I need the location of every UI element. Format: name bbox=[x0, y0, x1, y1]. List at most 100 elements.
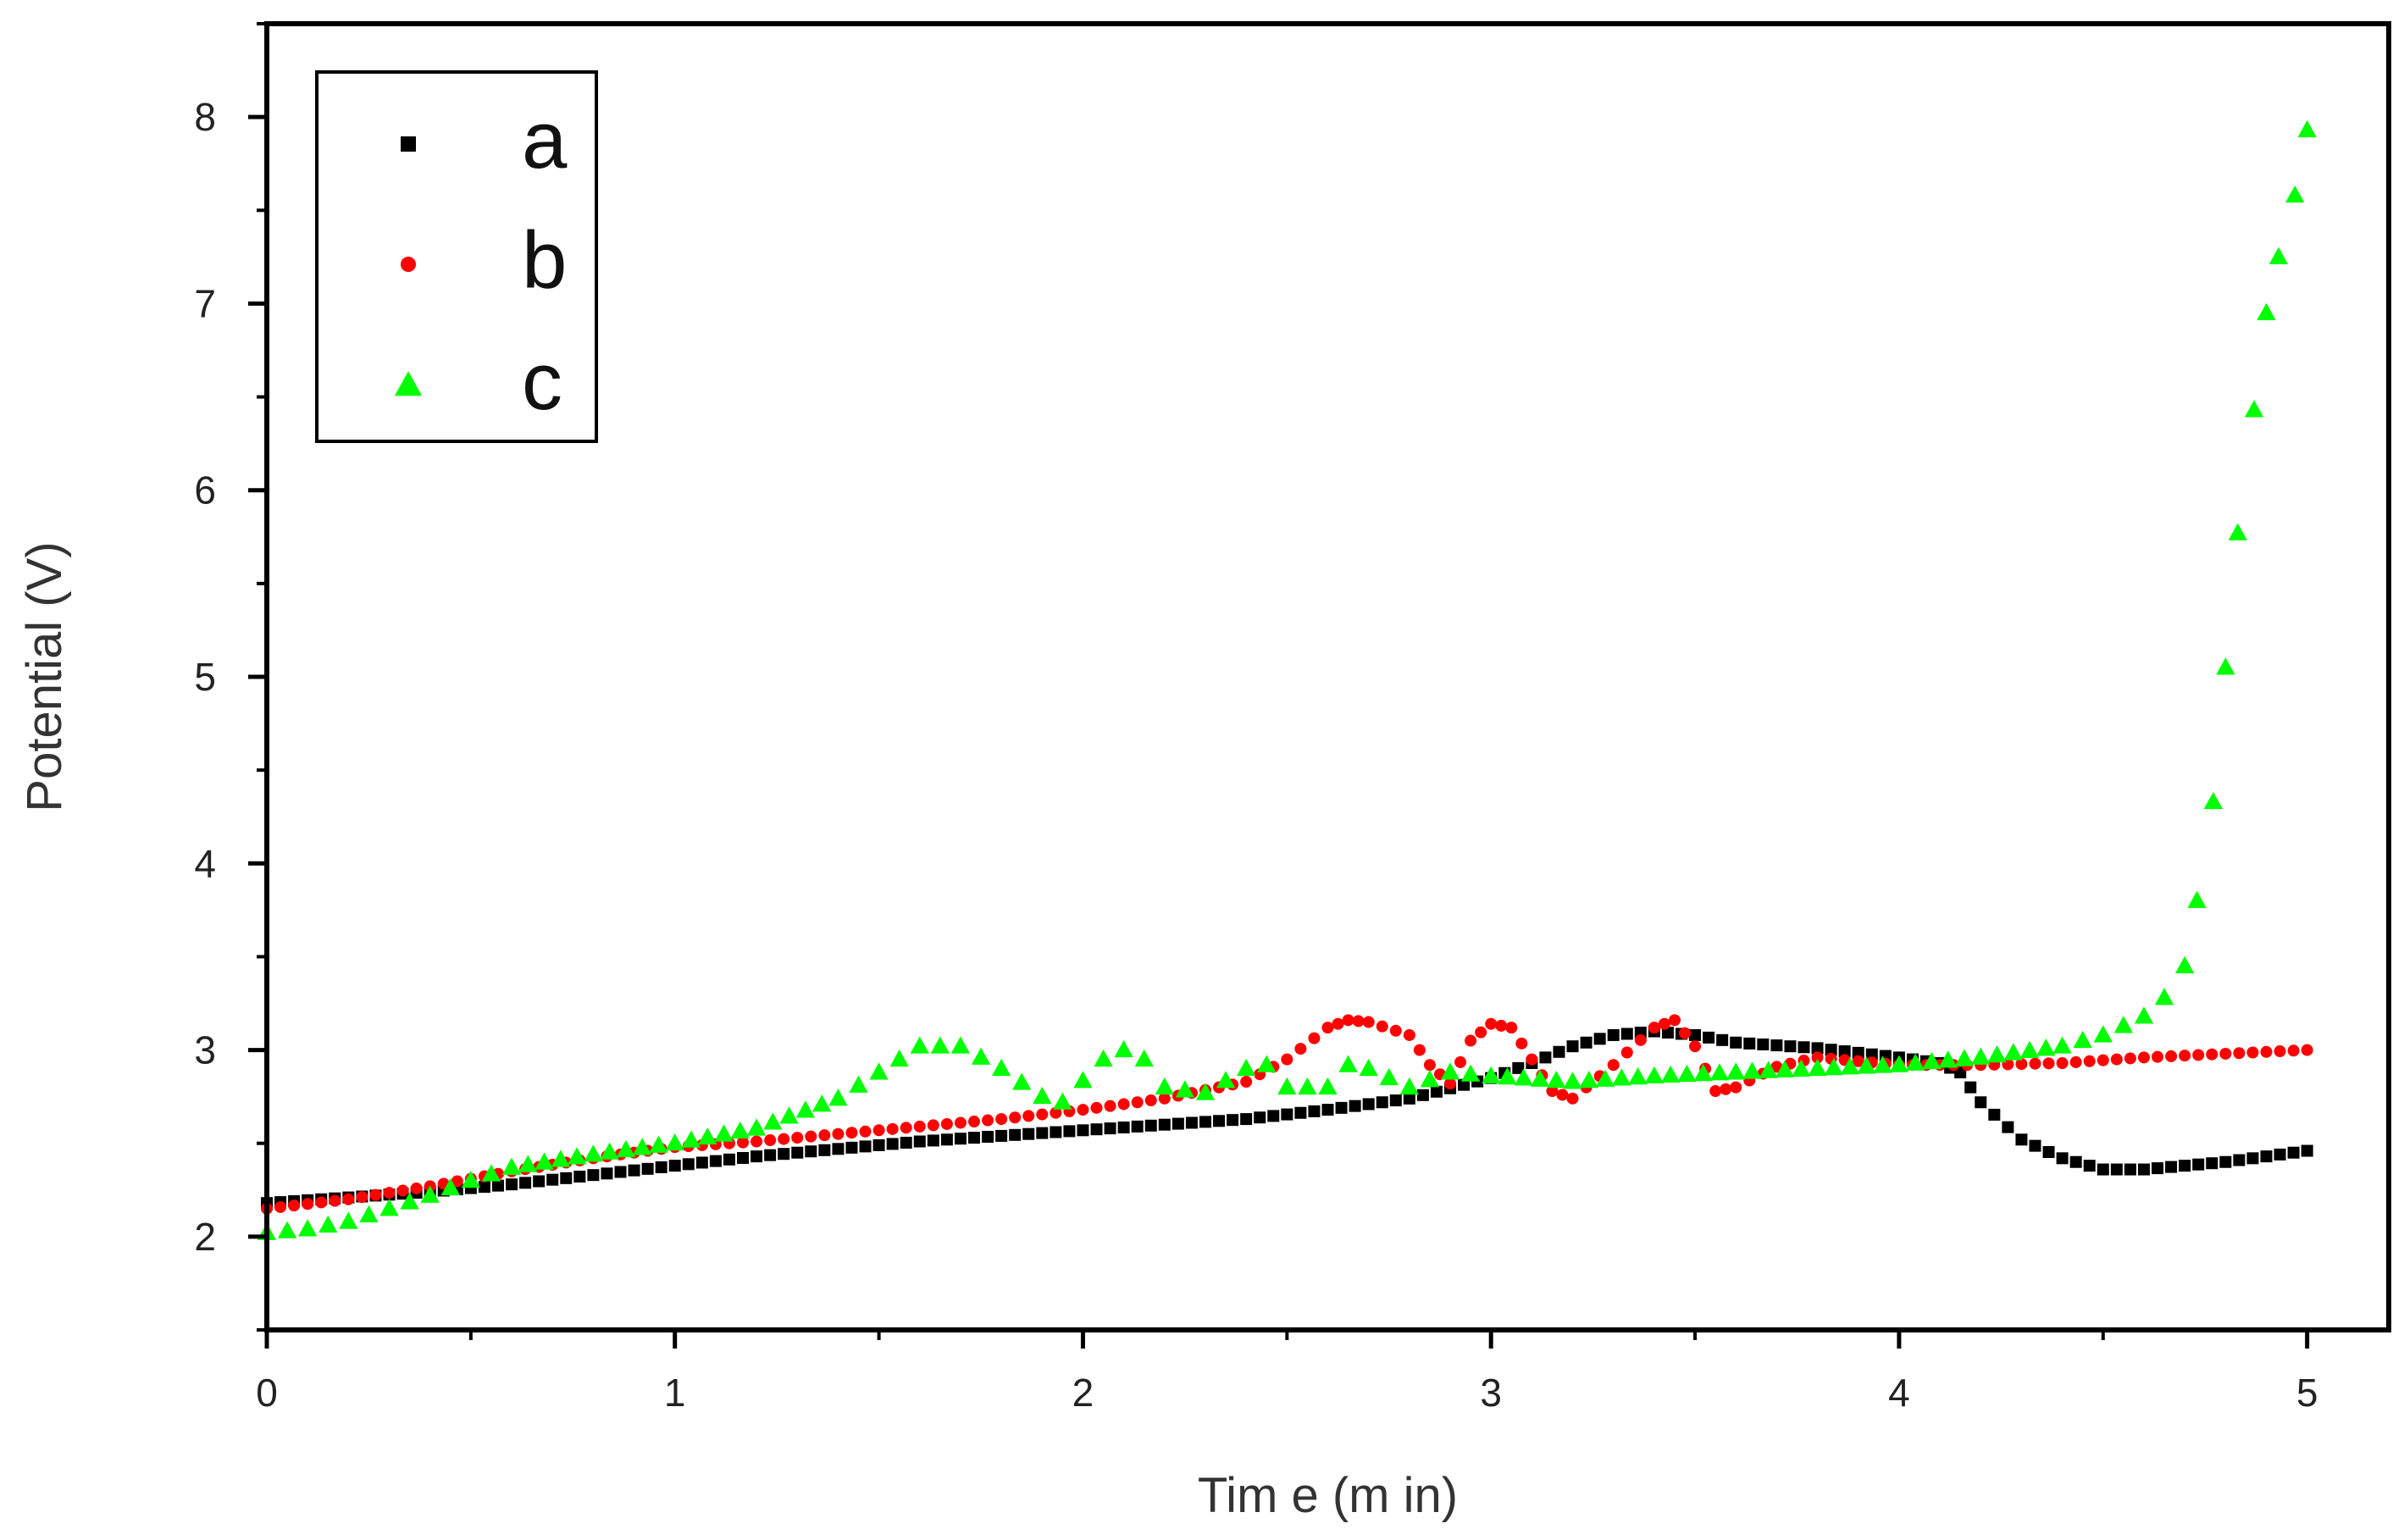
series-a-point bbox=[968, 1132, 980, 1144]
series-c-point bbox=[600, 1142, 619, 1160]
series-a-point bbox=[2002, 1121, 2014, 1133]
series-c-point bbox=[2113, 1016, 2134, 1033]
series-a-point bbox=[995, 1129, 1008, 1142]
series-c-point bbox=[1547, 1070, 1566, 1089]
series-b-point bbox=[805, 1130, 817, 1143]
series-b-point bbox=[859, 1125, 872, 1138]
series-c-point bbox=[2268, 247, 2289, 264]
series-b-point bbox=[1240, 1076, 1253, 1089]
series-a-point bbox=[2069, 1155, 2082, 1168]
series-c-point bbox=[298, 1219, 318, 1237]
x-axis-label: Tim e (m in) bbox=[1198, 1468, 1458, 1523]
series-c-point bbox=[1338, 1055, 1358, 1072]
series-c-point bbox=[400, 1192, 419, 1210]
series-c-point bbox=[795, 1100, 816, 1118]
series-b-point bbox=[1321, 1022, 1334, 1034]
series-b-point bbox=[2083, 1055, 2096, 1067]
series-a-point bbox=[1240, 1113, 1253, 1126]
series-c-point bbox=[1134, 1049, 1154, 1067]
series-b-point bbox=[968, 1116, 980, 1128]
series-b-point bbox=[1294, 1043, 1307, 1055]
series-b-point bbox=[1413, 1044, 1426, 1056]
x-tick-label-0: 0 bbox=[256, 1371, 278, 1415]
series-a-point bbox=[982, 1131, 994, 1144]
series-b-point bbox=[1475, 1026, 1487, 1039]
series-b-point bbox=[1607, 1059, 1620, 1072]
data-marks bbox=[257, 119, 2317, 1240]
series-b-point bbox=[342, 1193, 355, 1205]
series-a-point bbox=[2083, 1160, 2096, 1172]
series-c-point bbox=[1742, 1061, 1762, 1079]
series-a-point bbox=[2124, 1163, 2136, 1176]
series-a-point bbox=[2137, 1163, 2150, 1176]
series-b-point bbox=[1679, 1027, 1692, 1039]
series-a-point bbox=[1172, 1117, 1184, 1130]
series-c-point bbox=[971, 1047, 991, 1065]
series-b-point bbox=[1332, 1017, 1344, 1030]
series-b-point bbox=[927, 1119, 939, 1132]
series-a-point bbox=[641, 1162, 654, 1175]
series-b-point bbox=[872, 1124, 885, 1137]
series-a-point bbox=[668, 1160, 681, 1172]
series-a-point bbox=[2219, 1155, 2232, 1168]
series-c-point bbox=[1922, 1051, 1941, 1070]
series-c-point bbox=[1775, 1060, 1795, 1077]
series-c-point bbox=[869, 1062, 889, 1080]
series-c-point bbox=[889, 1049, 909, 1067]
y-tick-label-3: 5 bbox=[194, 655, 216, 699]
series-c-point bbox=[1857, 1056, 1876, 1074]
series-a-point bbox=[2246, 1152, 2259, 1165]
series-a-point bbox=[601, 1167, 613, 1180]
series-b-point bbox=[2301, 1044, 2313, 1056]
series-a-point bbox=[1689, 1028, 1702, 1041]
series-b-point bbox=[2015, 1058, 2028, 1071]
series-c-point bbox=[1195, 1083, 1216, 1100]
series-a-point bbox=[1335, 1101, 1348, 1114]
series-a-point bbox=[1063, 1125, 1076, 1138]
series-a-point bbox=[1716, 1033, 1729, 1046]
series-b-point bbox=[1362, 1016, 1375, 1028]
series-a-point bbox=[1090, 1123, 1103, 1136]
series-c-point bbox=[1889, 1055, 1909, 1072]
series-c-point bbox=[1012, 1072, 1032, 1090]
series-b-point bbox=[1852, 1055, 1864, 1067]
series-a-point bbox=[1416, 1089, 1429, 1101]
series-b-point bbox=[1444, 1077, 1457, 1090]
series-b-point bbox=[1668, 1014, 1681, 1027]
series-b-point bbox=[791, 1132, 804, 1144]
y-tick-label-4: 6 bbox=[194, 468, 216, 512]
series-c-point bbox=[1514, 1068, 1533, 1086]
series-a-point bbox=[1964, 1081, 1977, 1094]
series-a-point bbox=[614, 1166, 627, 1178]
series-a-point bbox=[1620, 1028, 1633, 1040]
series-b-point bbox=[886, 1122, 899, 1135]
y-axis-label: Potential (V) bbox=[17, 541, 72, 812]
series-a-point bbox=[628, 1164, 640, 1177]
series-a-point bbox=[900, 1136, 912, 1149]
series-a-point bbox=[1988, 1108, 2001, 1121]
series-a-point bbox=[1784, 1040, 1797, 1053]
series-b-point bbox=[2246, 1046, 2259, 1059]
series-a-point bbox=[709, 1155, 722, 1167]
series-c-point bbox=[501, 1157, 522, 1175]
series-c-point bbox=[1709, 1063, 1730, 1081]
series-c-point bbox=[930, 1036, 950, 1054]
series-a-point bbox=[1227, 1114, 1239, 1127]
series-a-point bbox=[1294, 1106, 1307, 1119]
series-a-point bbox=[1743, 1037, 1756, 1050]
series-c-point bbox=[1498, 1067, 1517, 1085]
series-b-point bbox=[1389, 1024, 1402, 1037]
series-a-point bbox=[1254, 1111, 1266, 1124]
series-c-point bbox=[2134, 1006, 2154, 1024]
y-tick-label-1: 3 bbox=[194, 1028, 216, 1072]
series-a-point bbox=[2056, 1152, 2069, 1165]
series-c-point bbox=[420, 1185, 440, 1203]
series-c-point bbox=[698, 1127, 717, 1145]
series-b-point bbox=[1022, 1110, 1035, 1122]
series-b-point bbox=[1566, 1092, 1579, 1105]
series-c-point bbox=[2036, 1039, 2056, 1056]
series-c-point bbox=[950, 1036, 971, 1054]
series-c-point bbox=[2187, 890, 2207, 908]
series-b-point bbox=[1526, 1053, 1538, 1066]
